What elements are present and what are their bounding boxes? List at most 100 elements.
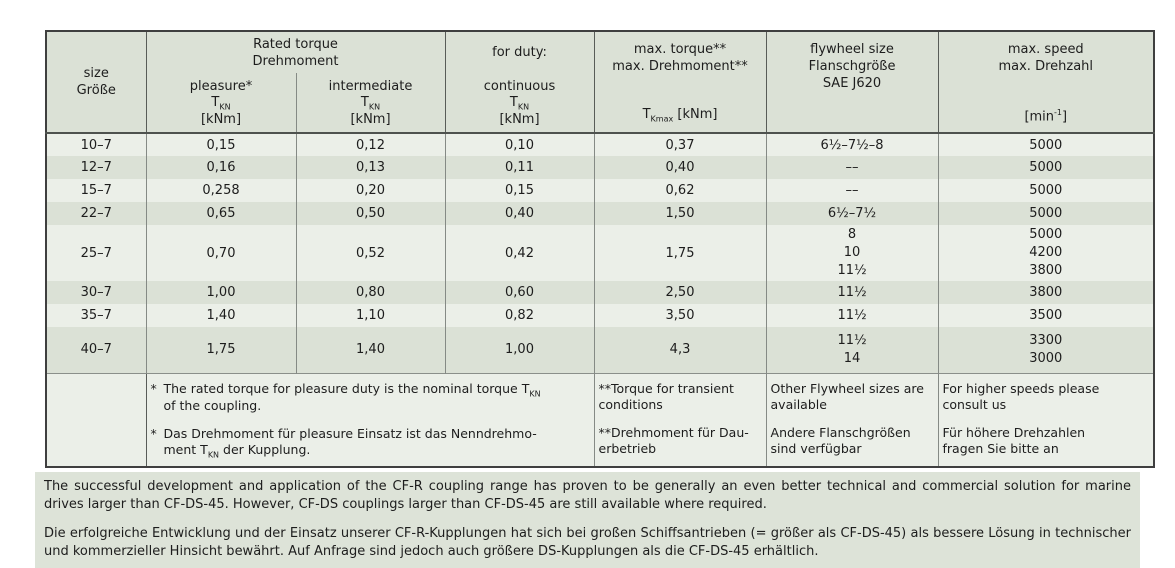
cell-max-torque: 2,50: [593, 281, 767, 304]
header-continuous-symbol: TKN: [509, 95, 530, 112]
header-max-torque-de: max. Drehmoment**: [612, 59, 748, 74]
header-speed-unit: [min-1]: [1024, 107, 1068, 124]
footnote-max-torque: **Torque for transient conditions **Dreh…: [593, 373, 767, 467]
cell-max-torque: 1,75: [593, 225, 767, 281]
table-header: size Größe Rated torque Drehmoment for d…: [46, 31, 1155, 133]
header-max-torque-en: max. torque**: [633, 42, 727, 57]
cell-intermediate: 0,12: [295, 133, 446, 156]
header-size-en: size: [83, 66, 109, 81]
cell-continuous: 0,10: [444, 133, 595, 156]
cell-continuous: 0,42: [444, 225, 595, 281]
cell-pleasure: 0,15: [145, 133, 296, 156]
cell-flywheel: ––: [765, 179, 939, 202]
col-header-continuous: continuous TKN [kNm]: [444, 73, 595, 133]
cell-intermediate: 0,20: [295, 179, 446, 202]
cell-speed: 5000: [937, 133, 1155, 156]
footnote-speed-de: Für höhere Drehzahlen fragen Sie bitte a…: [942, 424, 1086, 456]
table-body: 10–7 0,15 0,12 0,10 0,37 6½–7½–8 5000 12…: [46, 133, 1155, 467]
header-intermediate-unit: [kNm]: [350, 111, 391, 127]
cell-max-torque: 0,37: [593, 133, 767, 156]
header-for-duty: for duty:: [492, 45, 547, 60]
header-flywheel-de: Flanschgröße: [808, 59, 896, 74]
cell-pleasure: 1,75: [145, 327, 296, 373]
cell-speed: 5000 4200 3800: [937, 225, 1155, 281]
cell-intermediate: 0,52: [295, 225, 446, 281]
header-rated-torque-de: Drehmoment: [252, 53, 339, 69]
header-flywheel-en: flywheel size: [810, 42, 894, 57]
footnote-torque-de: **Drehmoment für Dau- erbetrieb: [598, 424, 749, 456]
cell-continuous: 0,11: [444, 156, 595, 179]
col-header-rated-torque: Rated torque Drehmoment: [145, 31, 446, 73]
header-continuous-unit: [kNm]: [499, 111, 540, 127]
header-speed-de: max. Drehzahl: [998, 59, 1094, 74]
footnote-flywheel-de: Andere Flanschgrößen sind verfügbar: [770, 424, 911, 456]
footnote-flywheel: Other Flywheel sizes are available Ander…: [765, 373, 939, 467]
header-intermediate: intermediate: [328, 79, 413, 95]
footnote-torque-en: **Torque for transient conditions: [598, 380, 734, 412]
table-row: 35–7 1,40 1,10 0,82 3,50 11½ 3500: [46, 304, 1155, 327]
cell-size: 25–7: [80, 245, 112, 261]
cell-flywheel: 8 10 11½: [765, 225, 939, 281]
cell-flywheel: 6½–7½–8: [765, 133, 939, 156]
cell-speed: 5000: [937, 179, 1155, 202]
note-paragraph-en: The successful development and applicati…: [44, 478, 1131, 512]
header-rated-torque-en: Rated torque: [253, 36, 338, 52]
header-flywheel-std: SAE J620: [822, 76, 882, 91]
footnote-rated-torque: * The rated torque for pleasure duty is …: [145, 373, 595, 467]
col-header-max-torque: max. torque** max. Drehmoment** TKmax [k…: [593, 31, 767, 133]
cell-pleasure: 0,258: [145, 179, 296, 202]
col-header-speed: max. speed max. Drehzahl [min-1]: [937, 31, 1155, 133]
cell-max-torque: 1,50: [593, 202, 767, 225]
cell-size: 15–7: [80, 183, 112, 198]
cell-flywheel: 11½ 14: [765, 327, 939, 373]
cell-pleasure: 0,70: [145, 225, 296, 281]
cell-size: 22–7: [80, 206, 112, 221]
note-paragraph-de: Die erfolgreiche Entwicklung und der Ein…: [44, 525, 1131, 559]
header-continuous: continuous: [483, 79, 556, 95]
cell-size: 35–7: [80, 308, 112, 323]
col-header-intermediate: intermediate TKN [kNm]: [295, 73, 446, 133]
cell-size: 40–7: [80, 342, 112, 358]
col-header-flywheel: flywheel size Flanschgröße SAE J620: [765, 31, 939, 133]
table-row: 30–7 1,00 0,80 0,60 2,50 11½ 3800: [46, 281, 1155, 304]
table-row: 40–7 1,75 1,40 1,00 4,3 11½ 14 3300 3000: [46, 327, 1155, 373]
cell-continuous: 0,15: [444, 179, 595, 202]
header-tkmax-unit: TKmax [kNm]: [642, 107, 718, 124]
cell-speed: 5000: [937, 156, 1155, 179]
cell-size: 10–7: [80, 137, 112, 153]
notes-block: The successful development and applicati…: [35, 471, 1140, 568]
header-speed-en: max. speed: [1007, 42, 1084, 57]
cell-speed: 3800: [937, 281, 1155, 304]
cell-max-torque: 4,3: [593, 327, 767, 373]
cell-flywheel: 11½: [765, 304, 939, 327]
cell-speed: 3500: [937, 304, 1155, 327]
header-pleasure-symbol: TKN: [211, 95, 231, 112]
cell-intermediate: 0,13: [295, 156, 446, 179]
coupling-specs-table: size Größe Rated torque Drehmoment for d…: [45, 30, 1156, 468]
table-row: 22–7 0,65 0,50 0,40 1,50 6½–7½ 5000: [46, 202, 1155, 225]
footnote-empty-cell: [46, 373, 146, 467]
cell-pleasure: 1,40: [145, 304, 296, 327]
header-intermediate-symbol: TKN: [360, 95, 381, 112]
footnote-flywheel-en: Other Flywheel sizes are available: [770, 380, 924, 412]
cell-max-torque: 0,40: [593, 156, 767, 179]
cell-intermediate: 1,10: [295, 304, 446, 327]
cell-flywheel: 6½–7½: [765, 202, 939, 225]
cell-flywheel: 11½: [765, 281, 939, 304]
cell-size: 12–7: [80, 160, 112, 175]
footnote-rated-en: * The rated torque for pleasure duty is …: [150, 380, 541, 414]
footnote-speed-en: For higher speeds please consult us: [942, 380, 1100, 412]
cell-size: 30–7: [80, 285, 112, 300]
cell-flywheel: ––: [765, 156, 939, 179]
cell-intermediate: 1,40: [295, 327, 446, 373]
header-pleasure: pleasure*: [189, 79, 253, 95]
table-row: 15–7 0,258 0,20 0,15 0,62 –– 5000: [46, 179, 1155, 202]
cell-speed: 5000: [937, 202, 1155, 225]
asterisk-marker: *: [150, 380, 157, 396]
footnote-rated-de: * Das Drehmoment für pleasure Einsatz is…: [150, 426, 537, 460]
table-row: 25–7 0,70 0,52 0,42 1,75 8 10 11½ 5000 4…: [46, 225, 1155, 281]
cell-max-torque: 0,62: [593, 179, 767, 202]
cell-pleasure: 0,16: [145, 156, 296, 179]
cell-speed: 3300 3000: [937, 327, 1155, 373]
